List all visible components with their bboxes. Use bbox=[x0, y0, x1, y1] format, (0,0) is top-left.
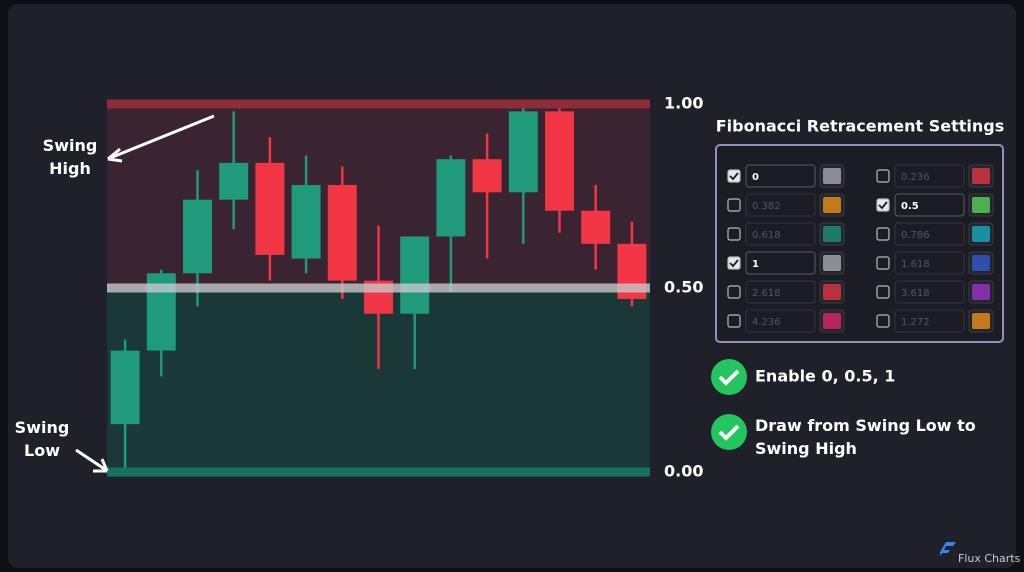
checkmark bbox=[878, 201, 888, 210]
color-swatch bbox=[972, 255, 990, 271]
level-input bbox=[745, 193, 816, 217]
level-input bbox=[745, 222, 816, 246]
level-value: 0.786 bbox=[901, 230, 930, 241]
level-input bbox=[745, 309, 816, 333]
level-input bbox=[894, 193, 965, 217]
logo-icon bbox=[940, 542, 956, 556]
level-input bbox=[894, 222, 965, 246]
checkbox bbox=[876, 169, 890, 183]
level-input bbox=[745, 251, 816, 275]
level-value: 1 bbox=[752, 259, 759, 270]
color-swatch bbox=[823, 226, 841, 242]
check-icon bbox=[711, 359, 747, 395]
level-value: 3.618 bbox=[901, 288, 930, 299]
y-tick-label: 1.00 bbox=[664, 94, 703, 113]
annotation: Swing High bbox=[42, 136, 98, 178]
candle-body bbox=[545, 111, 574, 211]
level-value: 4.236 bbox=[752, 317, 781, 328]
color-swatch bbox=[823, 197, 841, 213]
level-value: 0.382 bbox=[752, 201, 781, 212]
checkbox bbox=[727, 314, 741, 328]
color-swatch bbox=[823, 255, 841, 271]
candle-body bbox=[110, 350, 140, 425]
color-swatch bbox=[972, 226, 990, 242]
candle-body bbox=[436, 159, 466, 237]
color-swatch bbox=[972, 284, 990, 300]
checkmark bbox=[729, 172, 739, 181]
candle-body bbox=[400, 236, 430, 314]
arrow-head bbox=[107, 147, 123, 163]
settings-title: Fibonacci Retracement Settings bbox=[716, 117, 1005, 136]
checkbox bbox=[876, 256, 890, 270]
candle-body bbox=[219, 162, 249, 200]
level-input bbox=[745, 280, 816, 304]
arrow-head bbox=[93, 458, 109, 473]
level-input bbox=[894, 251, 965, 275]
checkbox bbox=[727, 256, 741, 270]
y-tick-label: 0.00 bbox=[664, 462, 703, 481]
level-input bbox=[894, 280, 965, 304]
logo: Flux Charts bbox=[958, 552, 1021, 565]
candle-body bbox=[581, 210, 611, 244]
checklist-item: Enable 0, 0.5, 1 bbox=[755, 367, 895, 386]
candle-body bbox=[508, 111, 538, 193]
chart: 0.00 0.50 1.00 bbox=[107, 94, 703, 481]
checkbox bbox=[876, 285, 890, 299]
checkbox bbox=[727, 227, 741, 241]
candle-body bbox=[291, 184, 321, 259]
level-input bbox=[894, 164, 965, 188]
settings-rows: 0 0.382 0.618 1 2.618 4.236 0.236 0.5 0.786 1.618… bbox=[727, 164, 994, 333]
checkbox bbox=[727, 198, 741, 212]
level-value: 0.236 bbox=[901, 172, 930, 183]
candle-body bbox=[183, 199, 212, 274]
checkbox bbox=[876, 314, 890, 328]
color-swatch bbox=[823, 168, 841, 184]
checkbox bbox=[727, 285, 741, 299]
level-value: 1.618 bbox=[901, 259, 930, 270]
level-value: 0 bbox=[752, 172, 759, 183]
checklist-item: Draw from Swing Low to Swing High bbox=[755, 416, 976, 458]
candle-body bbox=[255, 162, 285, 255]
arrow bbox=[75, 448, 107, 472]
level-value: 0.618 bbox=[752, 230, 781, 241]
candle-body bbox=[472, 159, 502, 193]
y-tick-label: 0.50 bbox=[664, 278, 703, 297]
color-swatch bbox=[823, 313, 841, 329]
level-value: 1.272 bbox=[901, 317, 930, 328]
checkbox bbox=[876, 198, 890, 212]
level-input bbox=[894, 309, 965, 333]
color-swatch bbox=[823, 284, 841, 300]
color-swatch bbox=[972, 168, 990, 184]
color-swatch bbox=[972, 313, 990, 329]
check-icon bbox=[711, 414, 747, 450]
annotation: Swing Low bbox=[14, 418, 70, 460]
checkbox bbox=[727, 169, 741, 183]
arrow bbox=[109, 114, 215, 160]
checkbox bbox=[876, 227, 890, 241]
color-swatch bbox=[972, 197, 990, 213]
level-value: 0.5 bbox=[901, 201, 919, 212]
level-value: 2.618 bbox=[752, 288, 781, 299]
candle-body bbox=[327, 184, 357, 281]
level-input bbox=[745, 164, 816, 188]
checkmark bbox=[729, 259, 739, 268]
